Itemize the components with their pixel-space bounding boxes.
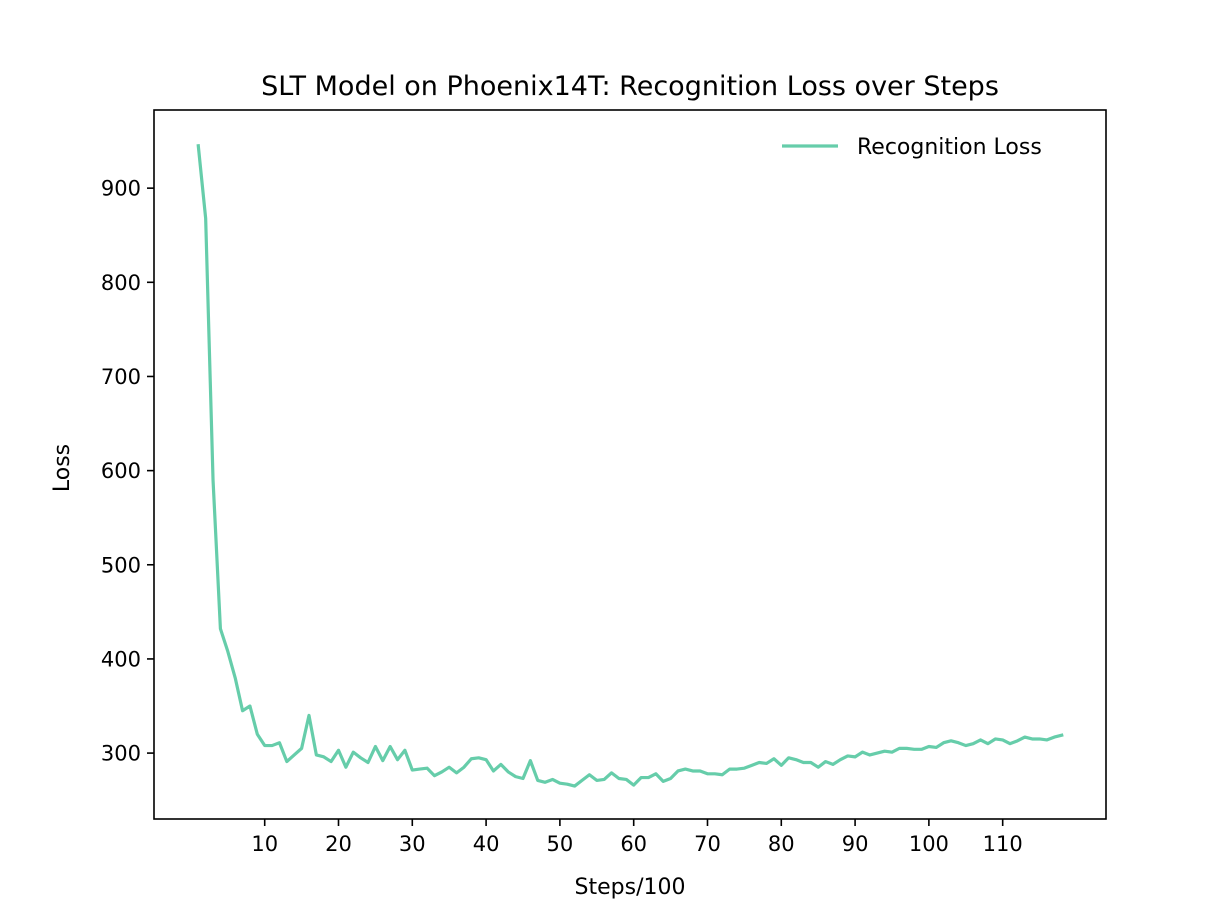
- series-line-recognition-loss: [196, 144, 1064, 788]
- x-tick-label: 100: [909, 832, 949, 856]
- x-tick-label: 30: [399, 832, 426, 856]
- x-tick-label: 40: [473, 832, 500, 856]
- x-tick-label: 80: [768, 832, 795, 856]
- x-tick-label: 10: [251, 832, 278, 856]
- y-tick-label: 300: [101, 742, 141, 766]
- x-tick-label: 70: [694, 832, 721, 856]
- x-tick-label: 60: [620, 832, 647, 856]
- y-tick-label: 900: [101, 177, 141, 201]
- x-tick-label: 50: [547, 832, 574, 856]
- y-axis-label: Loss: [50, 444, 75, 492]
- y-tick-label: 400: [101, 647, 141, 671]
- chart-title: SLT Model on Phoenix14T: Recognition Los…: [261, 71, 999, 102]
- plot-frame: [153, 109, 1107, 820]
- x-tick-label: 20: [325, 832, 352, 856]
- x-tick-label: 110: [983, 832, 1023, 856]
- x-axis-label: Steps/100: [575, 875, 686, 900]
- legend-label-recognition-loss: Recognition Loss: [857, 135, 1042, 160]
- legend: Recognition Loss: [782, 135, 1042, 160]
- y-tick-label: 800: [101, 271, 141, 295]
- y-tick-label: 600: [101, 459, 141, 483]
- x-tick-label: 90: [842, 832, 869, 856]
- y-tick-label: 500: [101, 553, 141, 577]
- ticks-layer: 10 20 30 40 50 60 70 80 90 100 110 300 400 500 600 700 8…: [101, 177, 1023, 856]
- y-tick-label: 700: [101, 365, 141, 389]
